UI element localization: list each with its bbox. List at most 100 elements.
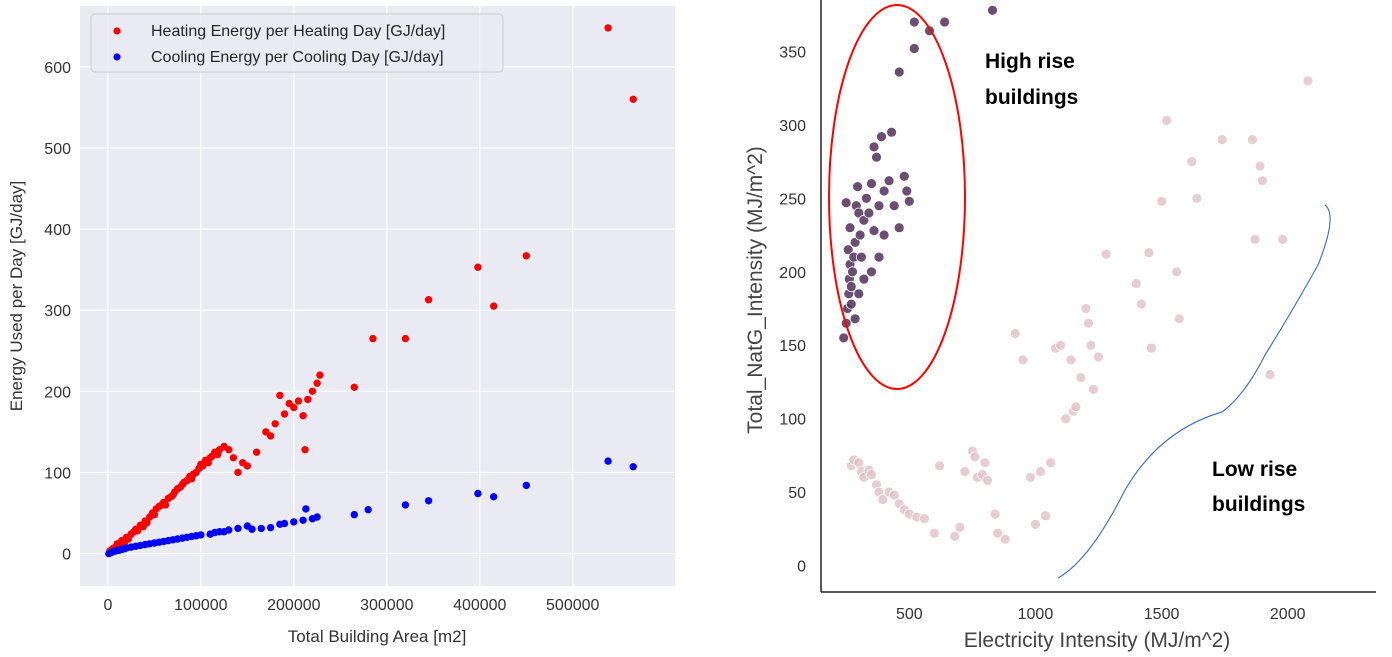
x-tick-label: 500000: [546, 597, 599, 614]
data-point: [234, 468, 242, 477]
data-point: [1216, 134, 1228, 146]
data-point: [883, 175, 895, 187]
y-tick-label: 100: [44, 465, 71, 482]
data-point: [161, 501, 170, 509]
data-point: [1156, 195, 1167, 207]
data-point: [350, 383, 358, 391]
data-point: [490, 302, 498, 310]
data-point: [1070, 401, 1082, 413]
data-point: [1191, 192, 1203, 204]
x-tick-label: 2000: [1270, 606, 1306, 623]
data-point: [225, 526, 233, 534]
data-point: [229, 454, 238, 462]
data-point: [1065, 354, 1077, 366]
data-point: [959, 466, 971, 477]
data-point: [876, 131, 887, 143]
data-point: [150, 510, 159, 519]
y-tick-label: 250: [779, 191, 806, 208]
data-point: [939, 16, 950, 28]
data-point: [369, 334, 377, 343]
data-point: [199, 462, 207, 470]
data-point: [1257, 175, 1268, 187]
y-tick-label: 0: [62, 547, 71, 564]
data-point: [845, 281, 857, 292]
data-point: [401, 501, 410, 509]
data-point: [1093, 351, 1104, 363]
data-point: [842, 244, 854, 256]
data-point: [868, 141, 880, 153]
data-point: [852, 181, 863, 193]
data-point: [844, 222, 856, 234]
data-point: [893, 66, 905, 78]
data-point: [979, 457, 991, 469]
data-point: [847, 266, 858, 278]
data-point: [853, 288, 865, 300]
data-point: [858, 273, 870, 285]
y-tick-label: 600: [44, 60, 71, 77]
y-tick-label: 300: [44, 303, 71, 320]
data-point: [873, 200, 885, 212]
data-point: [474, 263, 482, 271]
data-point: [290, 403, 298, 412]
left-y-axis-label: Energy Used per Day [GJ/day]: [7, 181, 26, 412]
data-point: [987, 4, 998, 16]
data-point: [1277, 233, 1289, 245]
data-point: [197, 531, 205, 539]
y-tick-label: 150: [779, 338, 806, 355]
y-tick-label: 200: [779, 265, 806, 282]
data-point: [257, 524, 265, 533]
data-point: [954, 522, 966, 533]
data-point: [252, 448, 261, 456]
left-tick-labels: 0 100000 200000 300000 400000 500000 0 100 200 30…: [44, 60, 599, 614]
data-point: [604, 457, 612, 465]
data-point: [243, 462, 251, 470]
data-point: [1035, 466, 1046, 477]
data-point: [1186, 156, 1198, 168]
data-point: [522, 252, 530, 260]
left-legend: Heating Energy per Heating Day [GJ/day] …: [90, 13, 504, 73]
data-point: [280, 519, 289, 528]
data-point: [316, 371, 324, 379]
left-gridlines: [80, 6, 675, 586]
annotation-high-rise-line1: High rise: [985, 50, 1075, 73]
data-point: [299, 412, 307, 420]
data-point: [868, 225, 880, 237]
data-point: [1045, 457, 1056, 469]
data-point: [929, 527, 940, 539]
legend-marker-heating: [113, 27, 121, 35]
data-point: [1264, 369, 1276, 381]
data-point: [893, 222, 905, 234]
data-point: [266, 523, 275, 532]
series-cooling: [105, 457, 637, 558]
annotation-high-rise-line2: buildings: [985, 86, 1078, 109]
data-point: [849, 236, 861, 248]
data-point: [919, 513, 930, 524]
right-x-axis-label: Electricity Intensity (MJ/m^2): [964, 629, 1231, 652]
low-rise-brace: [1057, 204, 1331, 579]
data-point: [989, 508, 1001, 520]
data-point: [878, 229, 890, 241]
data-point: [866, 469, 877, 480]
data-point: [522, 481, 530, 490]
data-point: [982, 474, 993, 486]
data-point: [949, 530, 961, 542]
high-rise-points: [838, 4, 998, 344]
data-point: [1130, 278, 1142, 289]
data-point: [863, 207, 875, 219]
data-point: [271, 420, 279, 428]
right-y-axis-label: Total_NatG_Intensity (MJ/m^2): [744, 146, 767, 434]
data-point: [999, 533, 1011, 545]
data-point: [629, 463, 637, 471]
data-point: [888, 489, 900, 501]
data-point: [1254, 160, 1266, 172]
series-heating: [106, 24, 637, 555]
data-point: [969, 451, 981, 463]
data-point: [1017, 354, 1029, 366]
data-point: [903, 195, 915, 207]
y-tick-label: 50: [788, 485, 806, 502]
data-point: [901, 185, 913, 197]
data-point: [854, 229, 866, 241]
data-point: [1085, 339, 1097, 351]
data-point: [1161, 115, 1172, 126]
